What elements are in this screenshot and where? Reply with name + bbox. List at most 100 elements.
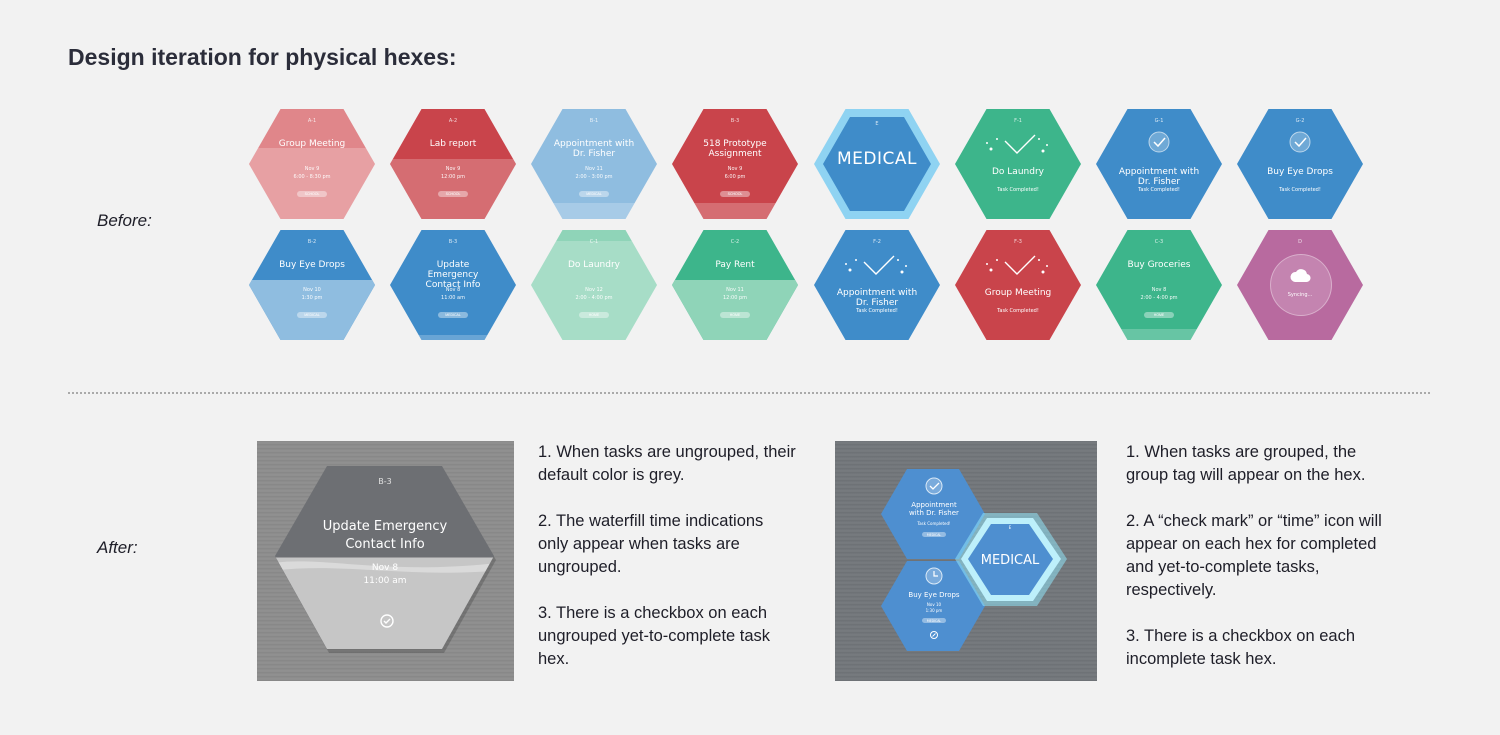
hex-title-line2: Contact Info [345,537,424,552]
hex-time: 1:30 pm [926,608,943,613]
hex-code: G-1 [1154,118,1164,124]
hex-date-time: Nov 10 1:30 pm [301,287,323,301]
hex-title: Buy Eye Drops [908,591,960,599]
before-hex-buy-eye-drops: B-2 Buy Eye Drops Nov 10 1:30 pm MEDICAL [249,230,375,340]
hex-title: Group Meeting [278,139,346,149]
check-icon [925,477,943,495]
hex-tag: SCHOOL [720,191,750,197]
before-hex-appointment-with-dr-fisher: B-1 Appointment with Dr. Fisher Nov 11 2:00… [531,109,657,219]
note-2: 2. The waterfill time indications only a… [538,512,764,576]
hex-title-line2: with Dr. Fisher [909,509,959,517]
hex-code: F-1 [1014,118,1022,124]
fireworks-icon [986,255,1048,275]
before-hex-buy-groceries: C-3 Buy Groceries Nov 8 2:00 - 4:00 pm HOME [1096,230,1222,340]
waterfill-level [390,334,516,340]
hex-title: Update Emergency Contact Info [425,260,481,290]
hex-code: B-3 [448,239,458,245]
hex-title: Buy Eye Drops [1267,167,1333,177]
hex-status: Task Completed! [997,308,1039,314]
hex-status: Task Completed! [1138,187,1180,193]
before-hex-buy-eye-drops: G-2 Buy Eye Drops Task Completed! [1237,109,1363,219]
hex-title: Buy Groceries [1127,260,1191,270]
group-tag-label: MEDICAL [837,149,917,169]
hex-tag: MEDICAL [297,312,327,318]
group-tag-label: MEDICAL [981,553,1040,568]
before-hex-do-laundry: C-1 Do Laundry Nov 12 2:00 - 4:00 pm HOME [531,230,657,340]
hex-code: F-3 [1014,239,1022,245]
note-3: 3. There is a checkbox on each incomplet… [1126,627,1356,668]
hex-tag: SCHOOL [438,191,468,197]
hex-tag: MEDICAL [579,191,609,197]
hex-status: Task Completed! [916,521,950,526]
checkbox-icon[interactable] [930,631,938,639]
hex-code: B-2 [307,239,317,245]
note-1: 1. When tasks are grouped, the group tag… [1126,443,1366,484]
hex-code: C-2 [730,239,740,245]
before-hex-appointment-with-dr-fisher: F-2 Appointment with Dr. Fisher Task Compl… [814,230,940,340]
hex-title: Do Laundry [568,260,620,270]
before-hex-do-laundry: F-1 Do Laundry Task Completed! [955,109,1081,219]
hex-title: Appointment with Dr. Fisher [836,288,918,308]
before-hex-lab-report: A-2 Lab report Nov 9 12:00 pm SCHOOL [390,109,516,219]
note-3: 3. There is a checkbox on each ungrouped… [538,604,771,668]
grouped-hex-photo: Appointment with Dr. Fisher Task Complet… [835,441,1097,681]
hex-status: Task Completed! [856,308,898,314]
hex-code: A-1 [307,118,317,124]
waterfill-level [1096,329,1222,340]
hex-code: C-1 [589,239,599,245]
checkbox-icon[interactable] [380,614,394,628]
hex-code: F-2 [873,239,881,245]
hex-title: Lab report [429,139,477,149]
hex-code: D [1298,239,1302,245]
hex-title: Appointment with Dr. Fisher [1118,167,1200,187]
check-icon [1148,131,1170,153]
before-hex-medical: E MEDICAL [814,109,940,219]
sync-status: Syncing... [1287,292,1313,298]
before-hex-appointment-with-dr-fisher: G-1 Appointment with Dr. Fisher Task Compl… [1096,109,1222,219]
hex-code: A-2 [448,118,458,124]
hex-title: 518 Prototype Assignment [703,139,767,159]
grouped-task-hex-completed[interactable]: Appointment with Dr. Fisher Task Complet… [881,469,985,559]
waterfill-level [672,202,798,219]
hex-date: Nov 10 [927,602,942,607]
hex-code: E [1009,525,1012,530]
hex-tag: MEDICAL [927,533,942,537]
note-2: 2. A “check mark” or “time” icon will ap… [1126,512,1382,599]
hex-date-time: Nov 12 2:00 - 4:00 pm [575,287,613,301]
grouped-task-hex-pending[interactable]: Buy Eye Drops Nov 10 1:30 pm MEDICAL [881,561,985,651]
hex-tag: HOME [1144,312,1174,318]
hex-date-time: Nov 11 2:00 - 3:00 pm [575,166,613,180]
after-label: After: [97,538,138,557]
before-hex-group-meeting: A-1 Group Meeting Nov 9 6:00 - 8:30 pm SCHOO… [249,109,375,219]
before-hex-syncing-: D Syncing... [1237,230,1363,340]
hex-code: B-3 [730,118,740,124]
hex-tag: HOME [579,312,609,318]
hex-date-time: Nov 9 12:00 pm [440,166,466,180]
hex-date: Nov 8 [372,563,398,573]
before-hex-update-emergency-contact-info: B-3 Update Emergency Contact Info Nov 8 11:… [390,230,516,340]
before-label: Before: [97,211,152,230]
before-hex-pay-rent: C-2 Pay Rent Nov 11 12:00 pm HOME [672,230,798,340]
hex-date-time: Nov 9 6:00 pm [724,166,746,180]
hex-tag: HOME [720,312,750,318]
ungrouped-hex-photo: B-3 Update Emergency Contact Info Nov 8 … [257,441,514,681]
hex-status: Task Completed! [1279,187,1321,193]
before-hex-group-meeting: F-3 Group Meeting Task Completed! [955,230,1081,340]
hex-title-line1: Update Emergency [323,519,448,534]
before-hex-grid: A-1 Group Meeting Nov 9 6:00 - 8:30 pm SCHOO… [240,104,1380,354]
hex-code: B-1 [589,118,599,124]
grouped-notes: 1. When tasks are grouped, the group tag… [1126,441,1396,694]
before-hex-518-prototype-assignment: B-3 518 Prototype Assignment Nov 9 6:00 pm S… [672,109,798,219]
hex-title-line1: Appointment [911,501,957,509]
ungrouped-notes: 1. When tasks are ungrouped, their defau… [538,441,798,694]
page-title: Design iteration for physical hexes: [68,44,457,70]
hex-date-time: Nov 8 11:00 am [441,287,465,301]
group-tag-hex-medical[interactable]: E MEDICAL [955,513,1067,606]
hex-time: 11:00 am [363,576,406,586]
clock-icon [925,567,943,585]
hex-title: Buy Eye Drops [279,260,345,270]
hex-title: Do Laundry [992,167,1044,177]
note-1: 1. When tasks are ungrouped, their defau… [538,443,796,484]
waterfill-level [531,202,657,219]
hex-tag: SCHOOL [297,191,327,197]
